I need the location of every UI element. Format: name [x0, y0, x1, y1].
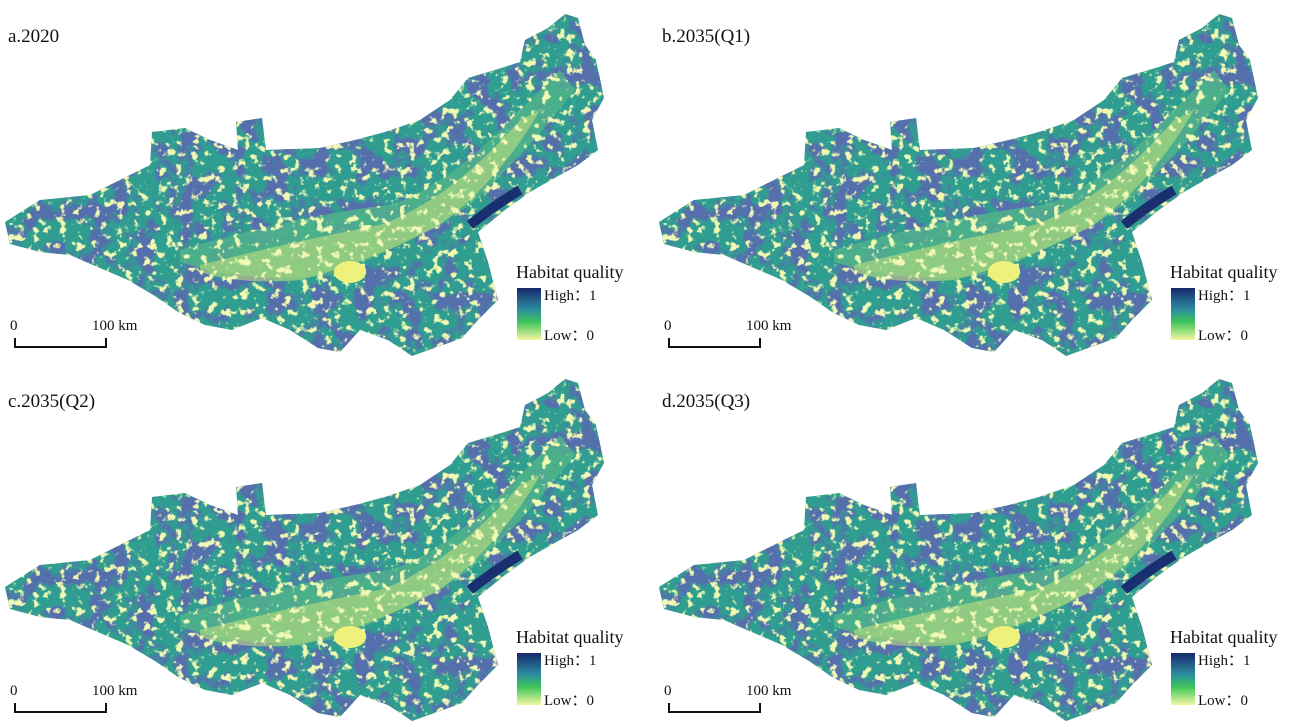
map-panel: b.2035(Q1) Habitat quality High：1 Low：0 0 100… [654, 0, 1277, 363]
map-panel: c.2035(Q2) Habitat quality High：1 Low：0 0 100… [0, 365, 623, 727]
legend-ramp [1171, 653, 1195, 705]
legend-high: High：1 [544, 288, 597, 304]
scale-start: 0 [10, 318, 18, 334]
scale-bar [15, 338, 106, 347]
scale-end: 100 km [92, 683, 138, 699]
legend-title: Habitat quality [516, 262, 623, 282]
legend-high: High：1 [544, 653, 597, 669]
legend-low: Low：0 [544, 328, 594, 344]
scale-bar [15, 703, 106, 712]
panel-title: b.2035(Q1) [662, 26, 750, 47]
page: a.2020Habitat qualityHigh：1Low：00100 kmb… [0, 0, 1309, 727]
map-panel: d.2035(Q3) Habitat quality High：1 Low：0 0 100… [654, 365, 1277, 727]
legend-title: Habitat quality [1170, 627, 1277, 647]
legend-ramp [517, 653, 541, 705]
legend-ramp [1171, 288, 1195, 340]
legend-high: High：1 [1198, 288, 1251, 304]
scale-start: 0 [664, 318, 672, 334]
legend-ramp [517, 288, 541, 340]
legend-low: Low：0 [544, 693, 594, 709]
panel-title: d.2035(Q3) [662, 391, 750, 412]
scale-end: 100 km [746, 683, 792, 699]
scale-bar [669, 338, 760, 347]
legend-high: High：1 [1198, 653, 1251, 669]
legend-title: Habitat quality [516, 627, 623, 647]
map-panel: a.2020 Habitat quality High：1 Low：0 0 100 km [0, 0, 623, 363]
legend-title: Habitat quality [1170, 262, 1277, 282]
scale-start: 0 [664, 683, 672, 699]
scale-bar [669, 703, 760, 712]
legend-low: Low：0 [1198, 328, 1248, 344]
scale-start: 0 [10, 683, 18, 699]
legend-low: Low：0 [1198, 693, 1248, 709]
panel-title: c.2035(Q2) [8, 391, 95, 412]
figure: a.2020Habitat qualityHigh：1Low：00100 kmb… [0, 0, 1309, 727]
scale-end: 100 km [92, 318, 138, 334]
scale-end: 100 km [746, 318, 792, 334]
panel-title: a.2020 [8, 26, 59, 47]
